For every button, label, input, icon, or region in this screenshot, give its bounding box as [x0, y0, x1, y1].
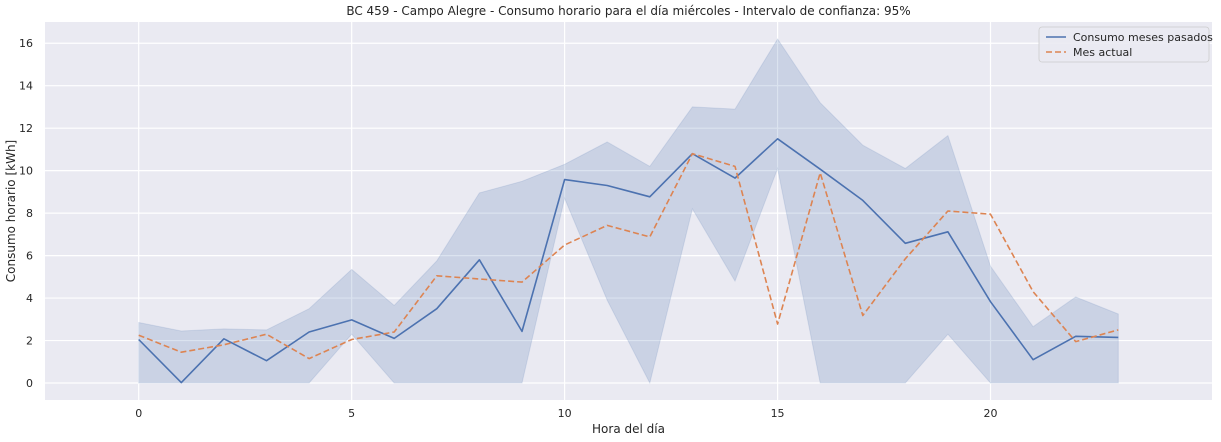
legend: Consumo meses pasados Mes actual [1038, 26, 1213, 63]
plot-area [45, 22, 1212, 400]
confidence-band [138, 38, 1119, 385]
x-tick-label: 15 [771, 407, 785, 420]
series-line-consumo-meses-pasados [138, 138, 1119, 384]
y-tick-label: 10 [19, 165, 33, 178]
y-axis-label: Consumo horario [kWh] [4, 140, 18, 282]
x-axis-ticks: 0 5 10 15 20 [135, 407, 997, 420]
y-tick-label: 14 [19, 80, 33, 93]
x-axis-label: Hora del día [592, 422, 665, 436]
y-tick-label: 16 [19, 37, 33, 50]
y-tick-label: 2 [26, 335, 33, 348]
chart-title: BC 459 - Campo Alegre - Consumo horario … [346, 4, 910, 18]
y-axis-ticks: 0 2 4 6 8 10 12 14 16 [19, 37, 33, 390]
x-tick-label: 5 [348, 407, 355, 420]
plot-background [45, 22, 1212, 400]
grid [45, 22, 1212, 400]
legend-label-consumo-meses-pasados: Consumo meses pasados [1073, 31, 1213, 44]
y-tick-label: 8 [26, 207, 33, 220]
y-tick-label: 12 [19, 122, 33, 135]
series-lines [138, 138, 1119, 384]
series-line-mes-actual [138, 152, 1119, 360]
confidence-band-area [138, 38, 1119, 385]
y-tick-label: 6 [26, 250, 33, 263]
legend-box [1038, 26, 1210, 63]
x-tick-label: 10 [558, 407, 572, 420]
y-tick-label: 0 [26, 377, 33, 390]
legend-label-mes-actual: Mes actual [1073, 46, 1132, 59]
x-tick-label: 20 [984, 407, 998, 420]
y-tick-label: 4 [26, 292, 33, 305]
x-tick-label: 0 [135, 407, 142, 420]
